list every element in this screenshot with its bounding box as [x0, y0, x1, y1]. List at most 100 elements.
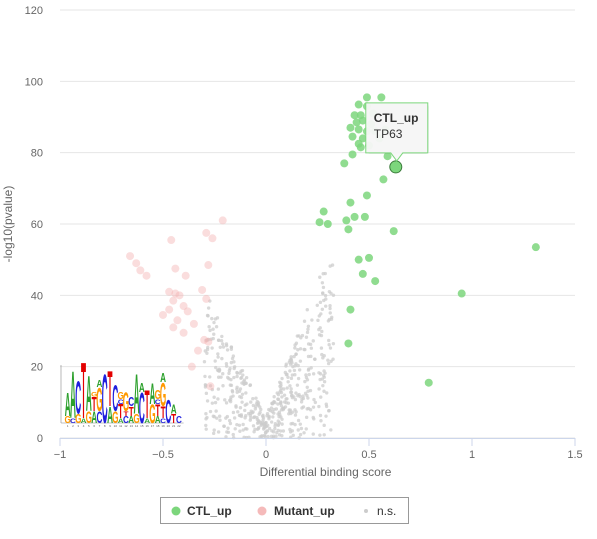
point-ns [284, 401, 289, 405]
point-mutant-up[interactable] [165, 287, 174, 296]
point-mutant-up[interactable] [181, 271, 190, 280]
point-ctl-up[interactable] [358, 116, 367, 125]
point-mutant-up[interactable] [204, 261, 213, 270]
point-mutant-up[interactable] [187, 362, 196, 371]
point-ns [276, 402, 280, 406]
point-ctl-up[interactable] [389, 227, 398, 236]
legend[interactable]: CTL_up Mutant_up n.s. [160, 497, 409, 524]
point-ctl-up[interactable] [350, 111, 359, 120]
point-ns [286, 380, 290, 384]
point-ctl-up[interactable] [383, 152, 392, 161]
point-mutant-up[interactable] [173, 316, 182, 325]
point-ns [214, 365, 218, 370]
legend-item-mutant-up[interactable]: Mutant_up [257, 504, 335, 518]
point-ctl-up[interactable] [354, 100, 363, 109]
point-ctl-up[interactable] [323, 220, 332, 228]
point-ctl-up[interactable] [350, 212, 359, 221]
legend-item-ctl-up[interactable]: CTL_up [171, 504, 232, 518]
point-mutant-up[interactable] [189, 319, 198, 328]
point-ctl-up[interactable] [340, 159, 349, 168]
point-ns [235, 387, 239, 391]
point-ns [252, 415, 257, 419]
point-ns [237, 423, 242, 427]
point-ctl-up[interactable] [342, 216, 351, 225]
point-ns [293, 373, 297, 377]
point-ctl-up[interactable] [360, 212, 369, 221]
point-ns [229, 360, 234, 365]
point-mutant-up[interactable] [204, 337, 213, 346]
point-mutant-up[interactable] [126, 252, 135, 261]
point-ns [279, 388, 283, 393]
point-ns [243, 416, 247, 420]
point-mutant-up[interactable] [179, 328, 188, 337]
point-ctl-up[interactable] [354, 125, 363, 134]
point-ctl-up[interactable] [356, 143, 365, 152]
point-ns [313, 400, 318, 405]
point-ctl-up[interactable] [348, 150, 357, 159]
point-mutant-up[interactable] [165, 305, 174, 314]
y-tick-label: 120 [25, 5, 43, 17]
point-mutant-up[interactable] [169, 323, 178, 332]
point-ctl-up[interactable] [346, 123, 355, 132]
point-mutant-up[interactable] [218, 216, 227, 225]
point-ns [208, 328, 212, 333]
point-mutant-up[interactable] [202, 294, 211, 303]
point-ns [279, 400, 283, 405]
point-ns [311, 405, 316, 409]
point-ctl-up[interactable] [315, 218, 324, 227]
point-ns [276, 419, 280, 423]
point-ns [213, 400, 218, 405]
point-ns [280, 417, 284, 421]
point-ctl-up[interactable] [346, 198, 355, 207]
point-ns [306, 324, 311, 329]
point-mutant-up[interactable] [208, 234, 217, 243]
point-ns [288, 369, 292, 373]
point-ctl-up[interactable] [362, 93, 371, 102]
point-mutant-up[interactable] [159, 310, 167, 319]
point-mutant-up[interactable] [200, 335, 209, 344]
legend-box [160, 497, 409, 524]
point-ns [274, 434, 278, 438]
point-ctl-up[interactable] [371, 277, 380, 286]
point-ctl-up[interactable] [379, 175, 388, 184]
point-mutant-up[interactable] [142, 271, 151, 280]
point-mutant-up[interactable] [167, 236, 176, 245]
point-ctl-up[interactable] [457, 289, 466, 298]
legend-item-ns[interactable]: n.s. [364, 504, 396, 518]
point-mutant-up[interactable] [175, 291, 184, 300]
point-ctl-up[interactable] [319, 207, 328, 216]
point-ctl-up[interactable] [344, 225, 353, 234]
point-ns [318, 300, 323, 305]
point-ctl-up[interactable] [354, 255, 363, 264]
point-mutant-up[interactable] [198, 285, 207, 294]
point-mutant-up[interactable] [206, 382, 215, 391]
point-ns [255, 399, 259, 404]
point-ctl-up[interactable] [424, 378, 433, 387]
point-ctl-up[interactable] [352, 118, 361, 127]
logo-letter-A: A [118, 417, 125, 425]
legend-label: CTL_up [187, 504, 232, 518]
point-mutant-up[interactable] [169, 296, 178, 305]
point-ns [222, 424, 226, 428]
point-mutant-up[interactable] [171, 289, 180, 298]
point-ctl-up[interactable] [377, 93, 386, 102]
point-ctl-up[interactable] [362, 191, 371, 200]
point-mutant-up[interactable] [132, 259, 141, 268]
point-ns [208, 409, 213, 414]
point-ctl-up[interactable] [348, 132, 357, 141]
point-mutant-up[interactable] [194, 346, 203, 355]
point-mutant-up[interactable] [202, 228, 211, 237]
point-ctl-up[interactable] [346, 305, 355, 314]
point-mutant-up[interactable] [183, 307, 192, 316]
hovered-point[interactable] [389, 160, 403, 174]
point-ctl-up[interactable] [358, 269, 367, 278]
point-ns [231, 410, 236, 415]
point-ctl-up[interactable] [344, 339, 353, 348]
point-mutant-up[interactable] [136, 266, 145, 275]
logo-position-label: 12 [124, 424, 128, 428]
point-ctl-up[interactable] [365, 253, 373, 262]
point-mutant-up[interactable] [171, 264, 180, 273]
point-mutant-up[interactable] [179, 302, 188, 311]
point-ctl-up[interactable] [531, 243, 540, 252]
point-ns [326, 361, 331, 366]
